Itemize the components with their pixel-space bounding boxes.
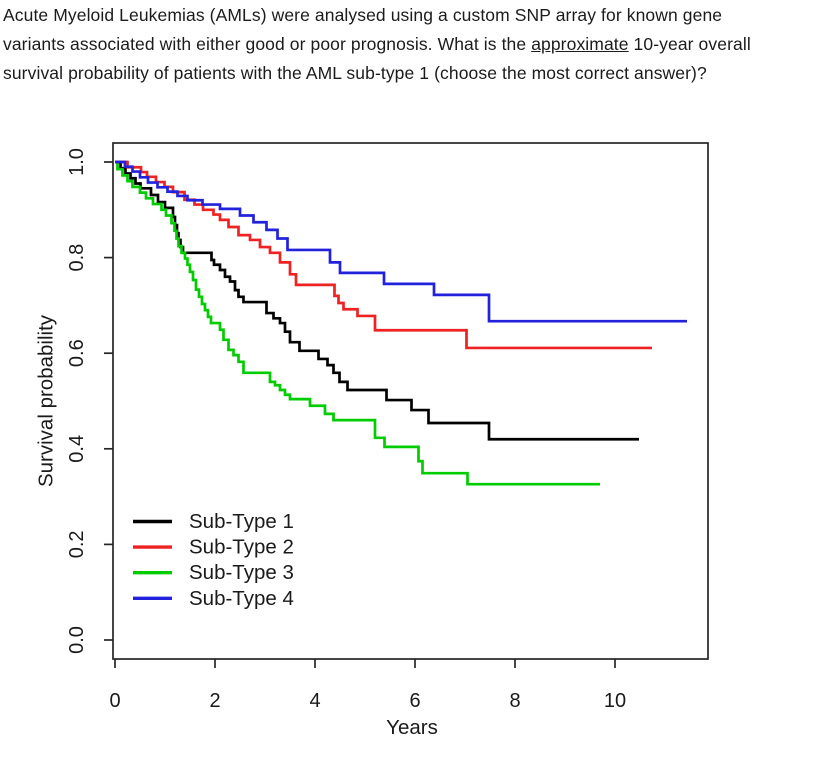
plot-box <box>112 142 709 660</box>
y-axis-tick-label: 0.6 <box>66 339 88 367</box>
series-lines <box>115 160 687 486</box>
y-axis-tick-label: 0.0 <box>66 626 88 654</box>
y-axis: 1.0 0.8 0.6 0.4 0.2 0.0 Survival probability <box>35 148 113 654</box>
series-line-subtype-4 <box>115 160 687 323</box>
y-axis-tick-label: 1.0 <box>66 148 88 176</box>
question-underlined-word: approximate <box>531 34 629 54</box>
question-text: Acute Myeloid Leukemias (AMLs) were anal… <box>3 1 773 88</box>
legend-item: Sub-Type 2 <box>133 536 294 559</box>
question-part2: 10-year overall survival probability of … <box>3 34 751 83</box>
y-axis-tick-label: 0.8 <box>66 244 88 272</box>
legend-item: Sub-Type 4 <box>133 587 294 610</box>
series-line-subtype-1 <box>115 160 639 441</box>
legend-item: Sub-Type 3 <box>133 561 294 584</box>
legend-label: Sub-Type 3 <box>189 561 294 584</box>
x-axis-tick-label: 10 <box>604 690 626 712</box>
x-axis: 0 2 4 6 8 10 Years <box>109 659 626 739</box>
y-axis-tick-label: 0.2 <box>66 530 88 558</box>
legend-item: Sub-Type 1 <box>133 510 294 533</box>
x-axis-tick-label: 6 <box>409 690 420 712</box>
y-axis-title: Survival probability <box>35 314 58 487</box>
legend-label: Sub-Type 2 <box>189 536 294 559</box>
legend-label: Sub-Type 4 <box>189 587 294 610</box>
y-axis-tick-label: 0.4 <box>66 435 88 463</box>
series-line-subtype-2 <box>115 160 652 350</box>
x-axis-title: Years <box>386 716 438 739</box>
x-axis-tick-label: 0 <box>109 690 120 712</box>
x-axis-tick-label: 8 <box>509 690 520 712</box>
series-line-subtype-3 <box>115 160 600 486</box>
question-part1: Acute Myeloid Leukemias (AMLs) were anal… <box>3 5 723 54</box>
legend-label: Sub-Type 1 <box>189 510 294 533</box>
x-axis-tick-label: 2 <box>209 690 220 712</box>
x-axis-tick-label: 4 <box>309 690 320 712</box>
